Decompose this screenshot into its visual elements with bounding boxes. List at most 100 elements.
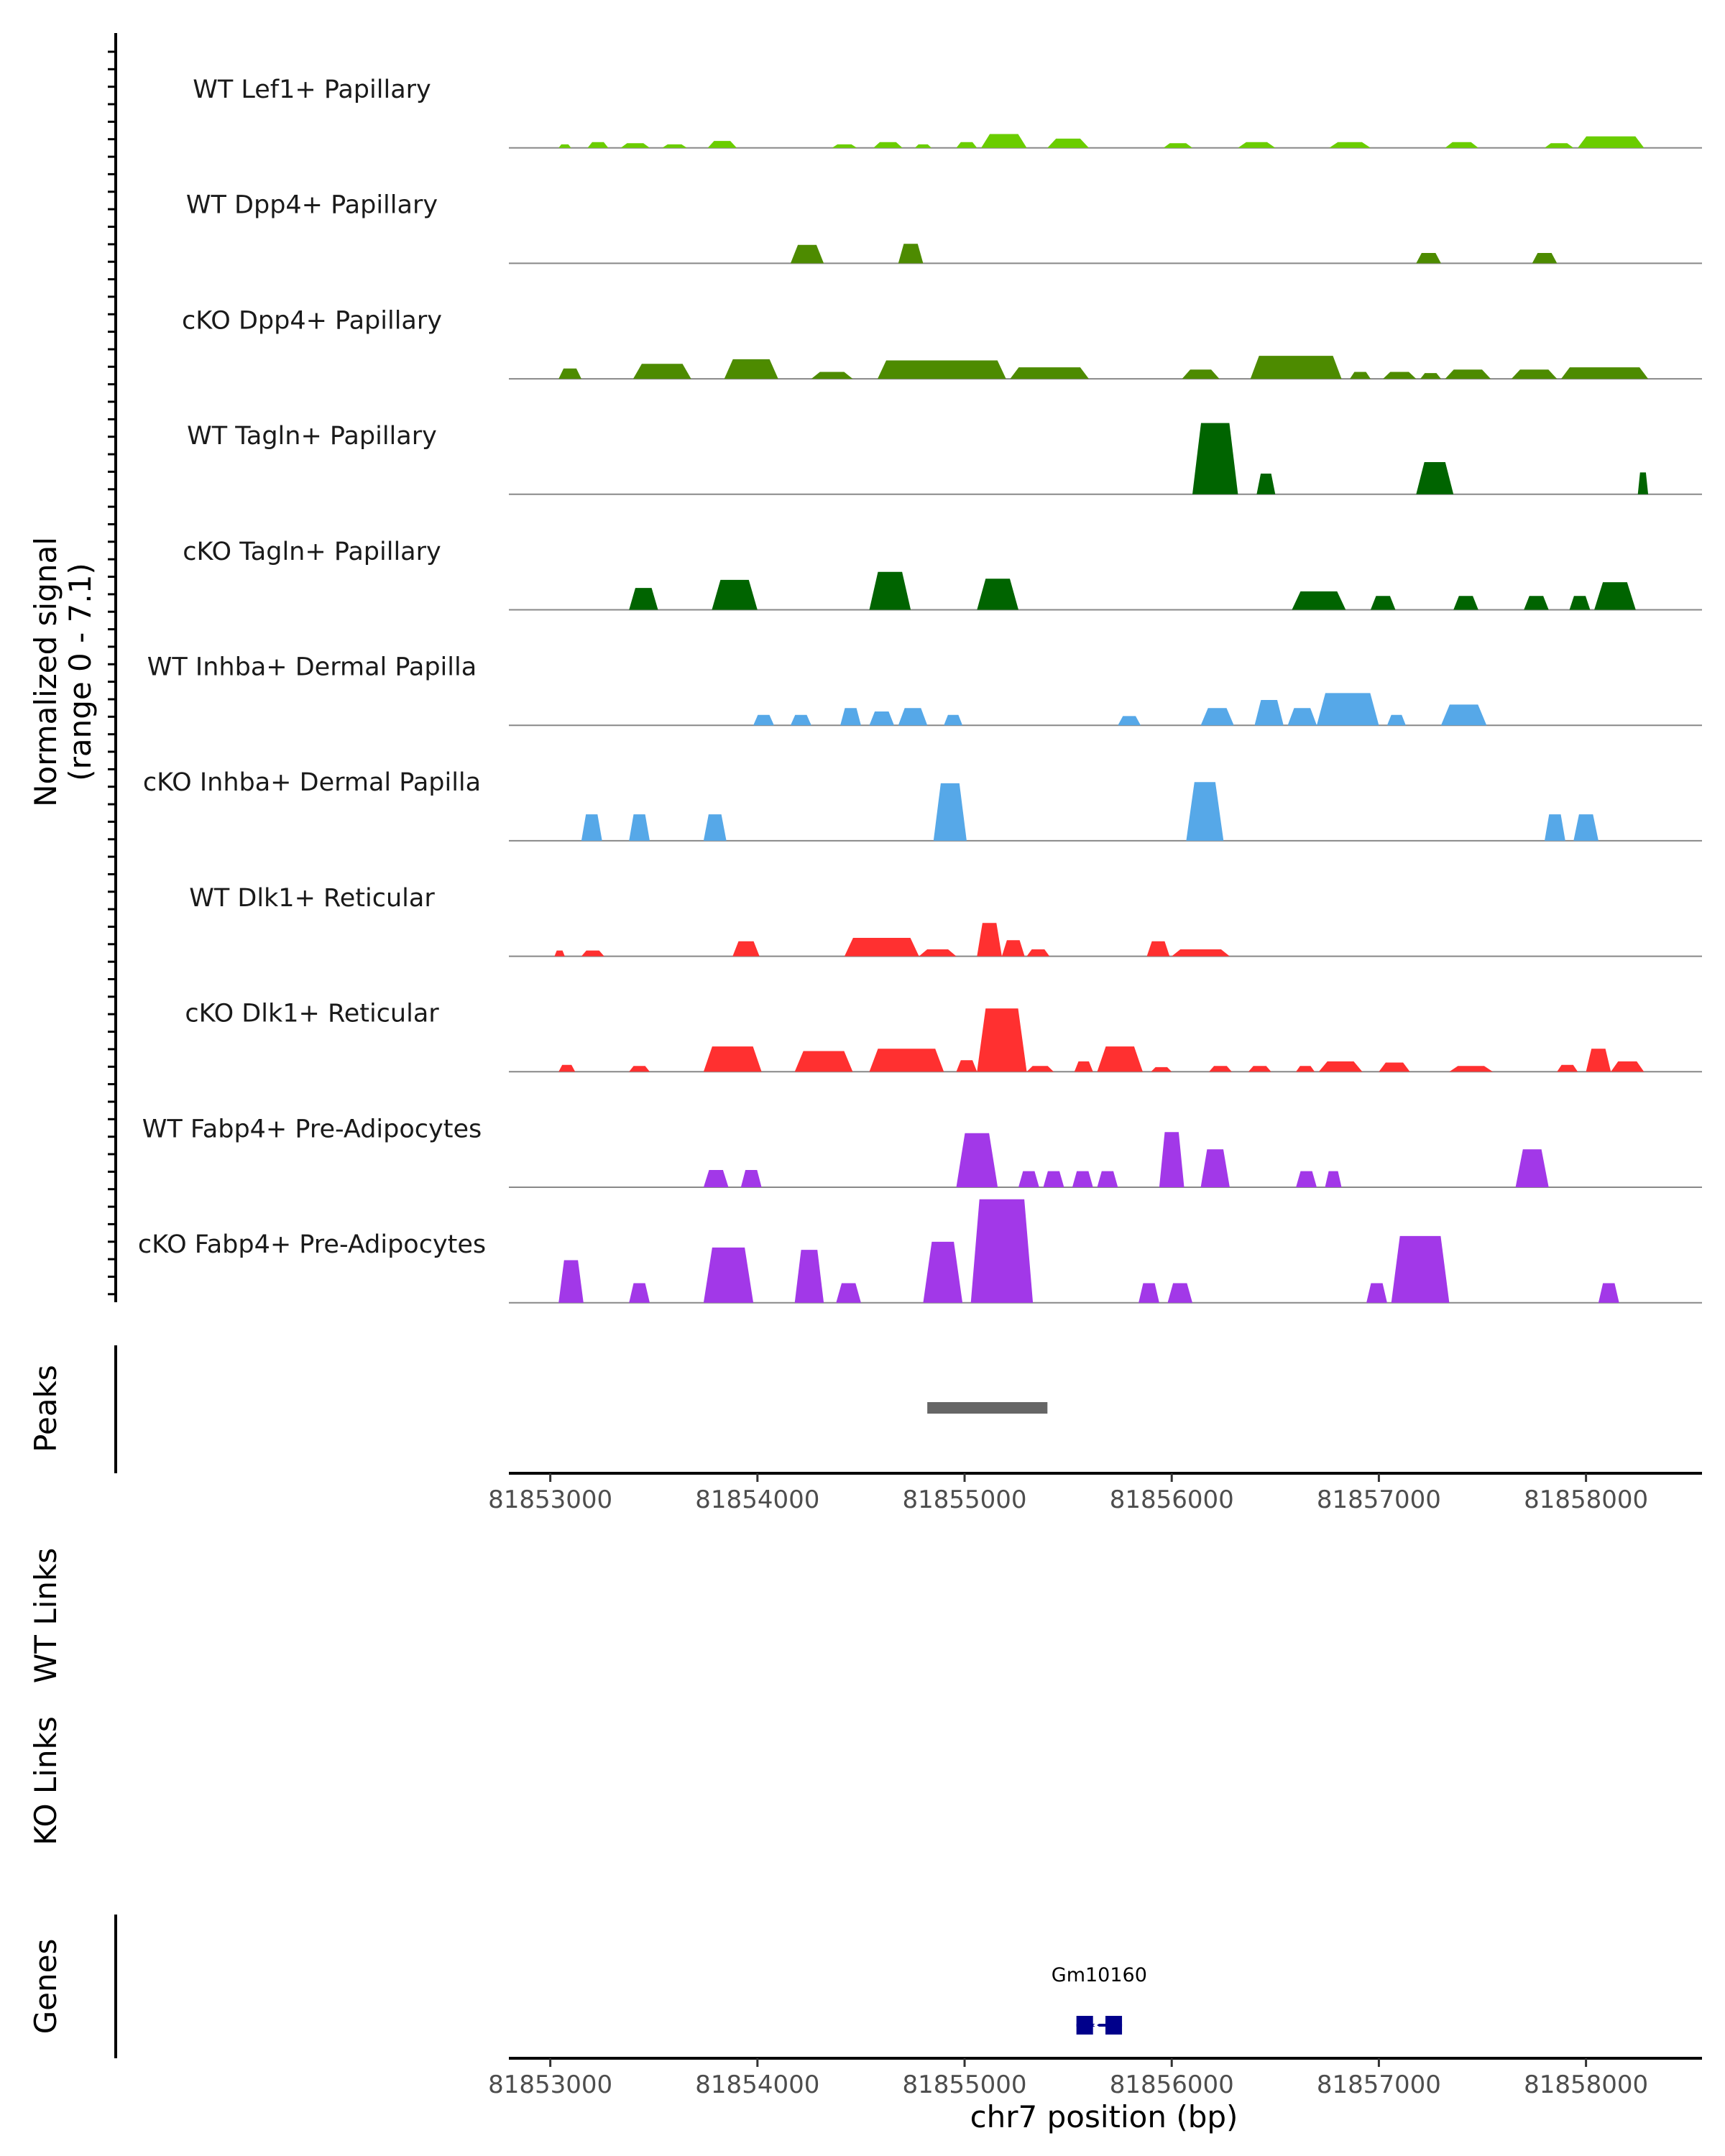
coverage-peak (794, 1250, 824, 1303)
coverage-peak (1248, 1066, 1271, 1072)
coverage-peak (1292, 591, 1346, 610)
coverage-peak (703, 1046, 762, 1072)
coverage-peak (629, 814, 650, 841)
coverage-peak (914, 144, 932, 148)
coverage-track: WT Lef1+ Papillary (193, 75, 1702, 149)
coverage-peak (1287, 708, 1317, 726)
coverage-peak (581, 950, 604, 957)
track-label: cKO Fabp4+ Pre-Adipocytes (138, 1230, 486, 1259)
x-axis-top-tick-label: 81858000 (1524, 1485, 1648, 1514)
coverage-peak (712, 579, 758, 610)
coverage-peak (878, 360, 1006, 379)
coverage-peak (1043, 1171, 1064, 1187)
coverage-peak (703, 1170, 729, 1187)
track-label: WT Tagln+ Papillary (187, 422, 437, 451)
coverage-panel: Normalized signal (range 0 - 7.1) WT Lef… (28, 33, 1702, 1304)
coverage-peak (1151, 1067, 1172, 1072)
coverage-track: WT Fabp4+ Pre-Adipocytes (142, 1115, 1702, 1188)
coverage-track: WT Dlk1+ Reticular (189, 884, 1702, 957)
gene-marks: Gm10160 (1052, 1964, 1147, 2035)
coverage-peak (1317, 693, 1379, 726)
coverage-tracks: WT Lef1+ Papillary WT Dpp4+ Papillary cKO … (138, 75, 1702, 1304)
coverage-peak (558, 1064, 576, 1072)
gene-exon (1105, 2016, 1123, 2035)
x-axis-top-tick-label: 81854000 (695, 1485, 819, 1514)
coverage-peak (790, 244, 824, 264)
coverage-peak (1386, 714, 1406, 726)
peaks-track-label: Peaks (28, 1365, 63, 1452)
peaks-marks (927, 1402, 1048, 1414)
coverage-peak (1370, 596, 1396, 610)
coverage-peak (1146, 941, 1170, 957)
coverage-peak (1515, 1149, 1549, 1187)
genes-panel: Genes Gm10160 81853000 81854000 81855000 81… (28, 1915, 1702, 2134)
coverage-peak (1420, 373, 1441, 379)
coverage-peak (1296, 1066, 1315, 1072)
coverage-peak (587, 142, 609, 148)
coverage-peak (977, 923, 1002, 957)
track-label: WT Dpp4+ Papillary (186, 191, 438, 220)
coverage-peak (724, 359, 778, 379)
coverage-peak (1026, 949, 1050, 957)
coverage-peak (898, 708, 928, 726)
coverage-peak (956, 142, 978, 148)
peak-region (927, 1402, 1048, 1414)
coverage-peak (1018, 1171, 1039, 1187)
coverage-peak (1594, 582, 1636, 610)
coverage-peak (1325, 1171, 1342, 1187)
x-axis-top: 81853000 81854000 81855000 81856000 81857000… (488, 1473, 1648, 1514)
coverage-track: cKO Fabp4+ Pre-Adipocytes (138, 1199, 1702, 1304)
coverage-peak (981, 134, 1027, 148)
coverage-peak (1440, 704, 1487, 726)
coverage-peak (554, 950, 565, 957)
coverage-peak (898, 244, 924, 264)
coverage-peak (1097, 1171, 1118, 1187)
x-axis-top-tick-label: 81855000 (902, 1485, 1026, 1514)
coverage-y-axis-label: Normalized signal (28, 537, 63, 807)
x-axis-top-tick-label: 81856000 (1110, 1485, 1234, 1514)
coverage-peak (956, 1133, 998, 1187)
track-label: WT Fabp4+ Pre-Adipocytes (142, 1115, 482, 1143)
coverage-peak (662, 144, 687, 148)
coverage-y-ticks (108, 50, 116, 1296)
gene-exon (1076, 2016, 1093, 2035)
coverage-peak (620, 143, 650, 148)
coverage-peak (629, 588, 658, 610)
track-label: WT Lef1+ Papillary (193, 75, 431, 104)
coverage-track: WT Tagln+ Papillary (187, 422, 1702, 495)
gene-strand-arrow (1092, 2018, 1105, 2032)
coverage-peak (753, 714, 774, 726)
x-axis-bottom-tick-label: 81853000 (488, 2070, 612, 2099)
coverage-peak (1254, 700, 1284, 726)
coverage-peak (869, 1049, 944, 1072)
coverage-peak (840, 708, 861, 726)
coverage-track: WT Inhba+ Dermal Papilla (147, 653, 1702, 727)
coverage-peak (1449, 1066, 1493, 1072)
coverage-peak (558, 144, 571, 148)
coverage-peak (1524, 596, 1549, 610)
coverage-peak (970, 1199, 1034, 1303)
coverage-peak (1192, 423, 1238, 494)
coverage-peak (1445, 142, 1478, 148)
coverage-peak (832, 144, 857, 148)
coverage-peak (1159, 1132, 1184, 1187)
x-axis-title: chr7 position (bp) (970, 2099, 1238, 2134)
coverage-track: cKO Tagln+ Papillary (183, 538, 1702, 611)
coverage-peak (1383, 372, 1417, 379)
coverage-peak (1256, 474, 1276, 494)
coverage-peak (1545, 814, 1565, 841)
coverage-peak (1118, 716, 1141, 726)
coverage-peak (1453, 596, 1478, 610)
coverage-peak (1026, 1066, 1054, 1072)
ko-links-track-label: KO Links (28, 1716, 63, 1846)
genes-track-label: Genes (28, 1939, 63, 2035)
x-axis-bottom: 81853000 81854000 81855000 81856000 81857000… (488, 2058, 1648, 2099)
coverage-peak (1578, 136, 1644, 148)
track-label: cKO Dlk1+ Reticular (185, 1000, 439, 1028)
coverage-peak (923, 1241, 963, 1303)
coverage-peak (732, 941, 760, 957)
coverage-y-axis-range: (range 0 - 7.1) (63, 563, 98, 781)
coverage-peak (836, 1283, 861, 1303)
x-axis-top-tick-label: 81853000 (488, 1485, 612, 1514)
coverage-peak (1561, 367, 1649, 379)
